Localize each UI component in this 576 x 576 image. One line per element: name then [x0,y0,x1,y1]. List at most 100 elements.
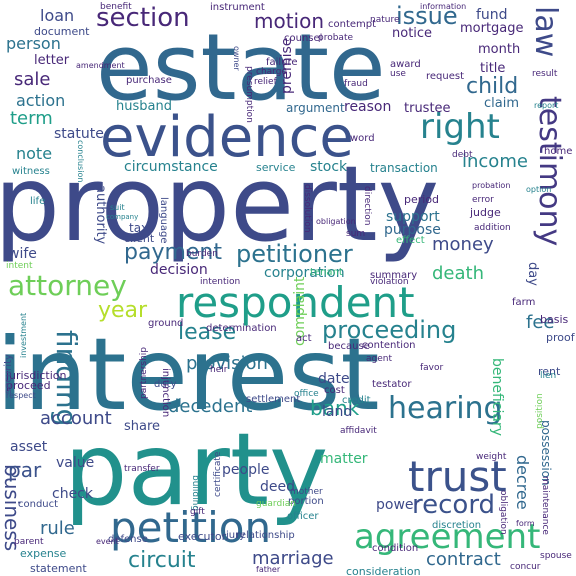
word-cloud-word: support [386,209,440,225]
word-cloud-word: husband [116,99,172,114]
word-cloud-word: person [6,34,61,53]
word-cloud-word: respondent [176,278,415,327]
word-cloud-word: section [96,3,190,33]
word-cloud-word: lease [178,320,237,345]
word-cloud-word: form [516,519,535,528]
word-cloud-word: share [124,419,161,434]
word-cloud-word: conclusion [76,140,85,183]
word-cloud-word: date [318,371,350,387]
word-cloud-word: building [190,475,200,512]
word-cloud-word: notice [392,26,433,41]
word-cloud-word: office [294,389,319,399]
word-cloud-word: trustee [404,101,451,116]
word-cloud-word: month [478,42,521,57]
word-cloud-word: settlement [246,394,301,405]
word-cloud-word: petition [110,503,272,552]
word-cloud-word: contempt [328,19,377,30]
word-cloud-word: credit [342,395,371,406]
word-cloud-word: claim [484,96,520,111]
word-cloud-word: obligation [316,217,356,226]
word-cloud-word: transaction [370,161,438,175]
word-cloud-word: death [432,263,484,284]
word-cloud-word: title [480,61,506,76]
word-cloud-word: rent [538,365,561,378]
word-cloud-word: farm [512,297,536,308]
word-cloud-word: position [535,393,545,429]
word-cloud-word: fund [476,7,508,23]
word-cloud-word: interest [0,316,380,433]
word-cloud-word: amendment [76,61,125,70]
word-cloud-word: statute [54,126,104,142]
word-cloud-word: certificate [213,451,223,497]
word-cloud-word: fee [526,312,555,333]
word-cloud-word: land [322,404,353,420]
word-cloud-word: error [472,195,494,205]
word-cloud-word: relationship [236,530,295,541]
word-cloud-word: corporation [264,265,345,281]
word-cloud-word: determination [206,323,277,334]
word-cloud-word: contention [362,340,416,351]
word-cloud-word: attorney [8,269,127,302]
word-cloud-word: testimony [532,96,567,247]
word-cloud-word: client [124,232,155,245]
word-cloud-word: matter [320,451,368,467]
word-cloud-word: proceed [6,379,51,392]
word-cloud-word: sale [14,69,51,90]
word-cloud-word: lien [540,371,557,381]
word-cloud-word: event [96,537,119,546]
word-cloud-word: hearing [388,391,503,426]
word-cloud-word: note [16,144,53,163]
word-cloud-word: intention [200,277,241,287]
word-cloud-word: consideration [346,565,421,576]
word-cloud-word: day [525,262,540,286]
word-cloud-word: expense [20,547,67,560]
word-cloud-word: owner [232,46,241,71]
word-cloud-word: addition [474,223,511,233]
word-cloud-word: check [52,486,93,502]
word-cloud-word: language [158,197,169,244]
word-cloud-word: rule [40,518,75,539]
word-cloud-word: statement [30,562,87,575]
word-cloud-word: motion [254,9,325,33]
word-cloud-word: report [534,101,559,110]
word-cloud-word: value [56,455,95,471]
word-cloud-word: direction [362,186,372,226]
word-cloud-word: law [528,6,563,58]
word-cloud-word: executor [178,530,227,543]
word-cloud-word: tax [129,221,149,235]
word-cloud-word: guardian [256,499,296,509]
word-cloud-word: mortgage [460,21,524,36]
word-cloud-word: use [390,69,406,79]
word-cloud-word: favor [420,363,444,373]
word-cloud-word: father [256,565,281,574]
word-cloud-word: ground [148,318,184,329]
word-cloud-word: asset [10,439,48,455]
word-cloud-word: information [420,2,467,11]
word-cloud-word: record [412,490,496,520]
word-cloud-word: income [462,151,528,172]
word-cloud-word: judge [470,206,501,219]
word-cloud-word: letter [34,53,70,68]
word-cloud-word: company [106,213,139,221]
word-cloud-word: burden [186,249,218,259]
word-cloud-word: money [432,234,494,255]
word-cloud-word: jurisdiction [6,369,67,382]
word-cloud-word: term [10,108,53,129]
word-cloud-word: nature [370,15,400,25]
word-cloud-word: security [3,354,14,394]
word-cloud-word: people [222,462,270,478]
word-cloud-word: right [420,107,500,147]
word-cloud-word: debt [452,150,473,160]
word-cloud-word: jury [226,530,246,541]
word-cloud-word: decree [513,455,532,510]
word-cloud-word: witness [12,166,50,177]
word-cloud-word: wife [8,246,37,262]
word-cloud-word: maintenance [540,476,550,535]
word-cloud-word: discretion [432,520,482,531]
word-cloud-word: marriage [252,548,334,569]
word-cloud-word: intent [6,261,33,271]
word-cloud-word: gift [190,507,205,517]
word-cloud-word: basis [540,313,569,326]
word-cloud-word: agreement [354,517,541,557]
